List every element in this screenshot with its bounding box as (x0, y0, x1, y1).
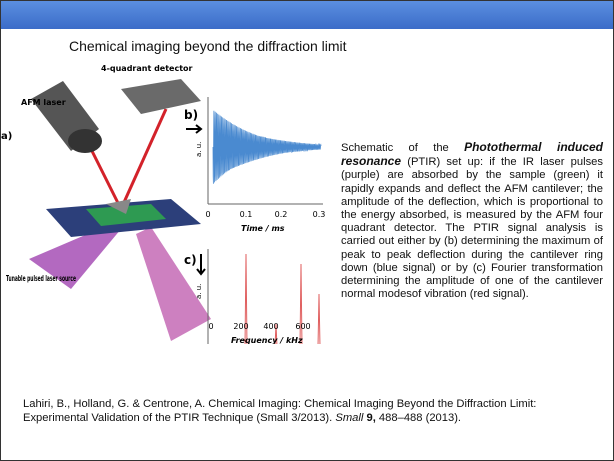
fourier-signal (244, 253, 321, 344)
emphasis: Photothermal induced resonance (341, 140, 603, 169)
cantilever (106, 199, 131, 214)
tick-label: 600 (295, 322, 310, 331)
ir-beam (29, 224, 121, 289)
sample (86, 204, 166, 226)
volume: 9, (363, 411, 376, 424)
text: 488–488 (2013). (375, 411, 462, 424)
label: a) (1, 131, 12, 142)
label: Tunable pulsed laser source (6, 274, 76, 283)
figure: AFM laser 4-quadrant detector a) Tunable… (1, 64, 326, 344)
arrow (196, 254, 206, 276)
slide-title: Chemical imaging beyond the diffraction … (69, 38, 347, 54)
text: Schematic of the (341, 142, 465, 154)
text: Lahiri, B., Holland, G. & Centrone, A. C… (23, 398, 537, 424)
ring-down-signal (212, 110, 322, 184)
tick-label: 0 (208, 322, 213, 331)
tick-label: 400 (263, 322, 278, 331)
label: AFM laser (21, 98, 66, 107)
axis-label: a. u. (195, 142, 203, 157)
arrow (186, 124, 203, 134)
afm-laser-aperture (68, 129, 102, 153)
axis-label: a. u. (195, 284, 203, 299)
detector (121, 79, 201, 114)
tick-label: 0.3 (313, 210, 326, 219)
label: b) (184, 108, 198, 122)
axis-label: Frequency / kHz (231, 336, 303, 344)
tick-label: 0.1 (240, 210, 253, 219)
label: 4-quadrant detector (101, 64, 193, 73)
axis-label: Time / ms (241, 224, 285, 233)
label: Tunable pulsed laser source (6, 274, 76, 283)
tick-label: 0 (205, 210, 210, 219)
tick-label: 200 (233, 322, 248, 331)
laser-beam-reflected (119, 108, 168, 210)
ir-beam-reflected (136, 227, 211, 341)
description: Schematic of the Photothermal induced re… (341, 140, 603, 301)
journal: Small (335, 411, 364, 424)
citation: Lahiri, B., Holland, G. & Centrone, A. C… (23, 398, 583, 425)
text: (PTIR) set up: if the IR laser pulses (p… (341, 156, 603, 301)
header-band (1, 1, 613, 29)
tick-label: 0.2 (275, 210, 288, 219)
label: c) (184, 253, 197, 267)
